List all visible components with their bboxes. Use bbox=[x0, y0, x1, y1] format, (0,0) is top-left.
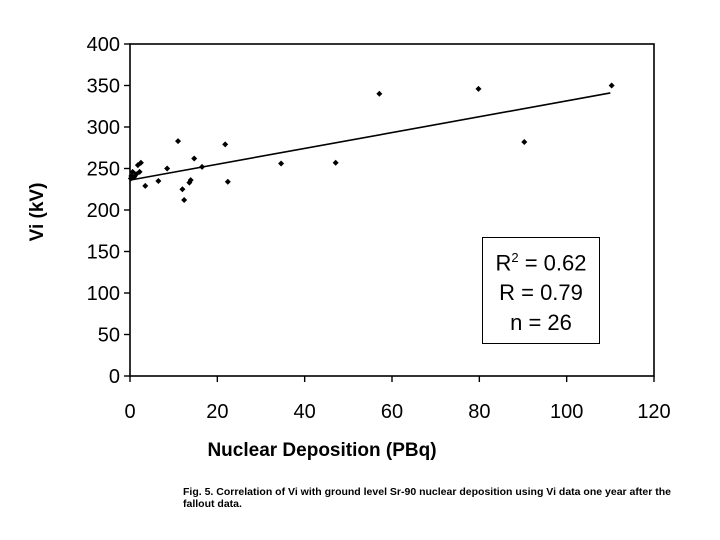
x-tick-label: 80 bbox=[468, 401, 490, 423]
data-point bbox=[187, 177, 194, 184]
y-tick-label: 250 bbox=[87, 159, 120, 181]
r-squared-superscript: 2 bbox=[511, 249, 519, 265]
data-point bbox=[191, 155, 198, 162]
y-tick-label: 200 bbox=[87, 200, 120, 222]
data-point bbox=[224, 178, 231, 185]
data-point bbox=[142, 182, 149, 189]
scatter-chart: 0 50 100 150 200 250 300 350 400 0 20 40 60 80 100 120… bbox=[27, 34, 671, 461]
y-tick-label: 150 bbox=[87, 242, 120, 264]
data-point bbox=[133, 171, 140, 178]
data-point bbox=[179, 186, 186, 193]
data-point bbox=[127, 175, 134, 182]
r-squared-prefix: R bbox=[495, 250, 512, 276]
regression-stats-box: R2 = 0.62 R = 0.79 n = 26 bbox=[482, 237, 600, 344]
r-squared-stat: R2 = 0.62 bbox=[495, 243, 586, 278]
trendline-group bbox=[129, 92, 611, 181]
r-squared-value: = 0.62 bbox=[518, 250, 587, 276]
y-tick-label: 100 bbox=[87, 283, 120, 305]
x-tick-label: 0 bbox=[124, 401, 135, 423]
y-tick-label: 400 bbox=[87, 34, 120, 56]
y-tick-label: 350 bbox=[87, 76, 120, 98]
data-point bbox=[278, 160, 285, 167]
data-point bbox=[199, 163, 206, 170]
data-point bbox=[164, 165, 171, 172]
figure-caption: Fig. 5. Correlation of Vi with ground le… bbox=[183, 486, 671, 510]
data-point bbox=[175, 138, 182, 145]
x-axis-ticks: 0 20 40 60 80 100 120 bbox=[124, 376, 671, 423]
r-stat: R = 0.79 bbox=[499, 280, 583, 306]
data-point bbox=[475, 85, 482, 92]
y-axis-title: Vi (kV) bbox=[27, 183, 48, 242]
regression-line bbox=[129, 92, 611, 181]
x-tick-label: 100 bbox=[550, 401, 583, 423]
x-tick-label: 60 bbox=[381, 401, 403, 423]
data-point bbox=[521, 138, 528, 145]
data-point bbox=[608, 82, 615, 89]
x-tick-label: 120 bbox=[637, 401, 670, 423]
y-tick-label: 50 bbox=[98, 325, 120, 347]
y-tick-label: 0 bbox=[109, 366, 120, 388]
data-point bbox=[332, 159, 339, 166]
x-tick-label: 20 bbox=[206, 401, 228, 423]
data-point bbox=[181, 197, 188, 204]
data-point bbox=[222, 141, 229, 148]
data-point bbox=[155, 177, 162, 184]
y-tick-label: 300 bbox=[87, 117, 120, 139]
data-points bbox=[127, 82, 615, 204]
y-axis-ticks: 0 50 100 150 200 250 300 350 400 bbox=[87, 34, 130, 388]
data-point bbox=[137, 159, 144, 166]
x-tick-label: 40 bbox=[294, 401, 316, 423]
data-point bbox=[376, 90, 383, 97]
x-axis-title: Nuclear Deposition (PBq) bbox=[207, 440, 436, 461]
n-stat: n = 26 bbox=[510, 310, 572, 336]
